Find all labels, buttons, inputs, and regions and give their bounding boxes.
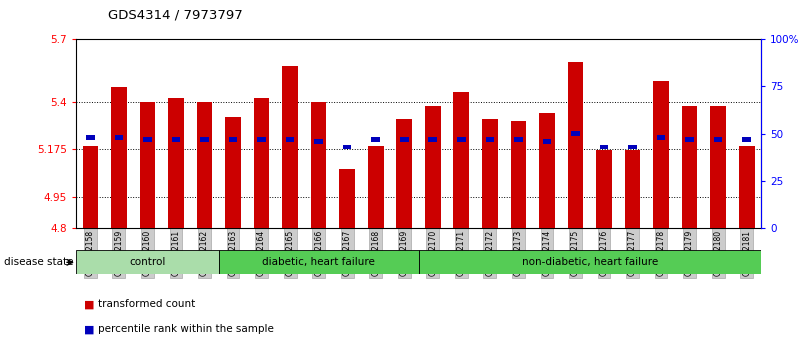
Bar [286,137,295,142]
Bar [542,139,551,143]
Bar [682,106,698,228]
Bar [200,137,209,142]
Bar [340,170,355,228]
Text: disease state: disease state [4,257,74,267]
Bar [219,250,418,274]
Bar [168,98,183,228]
Bar [311,102,327,228]
Bar [143,137,151,142]
Bar [115,135,123,140]
Bar [418,250,761,274]
Bar [485,137,494,142]
Bar [710,106,726,228]
Bar [568,62,583,228]
Bar [368,146,384,228]
Bar [539,113,555,228]
Bar [86,135,95,140]
Bar [510,121,526,228]
Text: GDS4314 / 7973797: GDS4314 / 7973797 [108,9,243,22]
Bar [372,137,380,142]
Bar [425,106,441,228]
Bar [343,144,352,149]
Text: ■: ■ [84,324,95,334]
Bar [229,137,237,142]
Bar [197,102,212,228]
Text: transformed count: transformed count [98,299,195,309]
Bar [514,137,523,142]
Text: diabetic, heart failure: diabetic, heart failure [262,257,375,267]
Text: ■: ■ [84,299,95,309]
Bar [628,144,637,149]
Bar [600,144,608,149]
Bar [657,135,666,140]
Bar [429,137,437,142]
Bar [596,150,612,228]
Bar [743,137,751,142]
Bar [457,137,465,142]
Text: control: control [129,257,166,267]
Bar [396,119,412,228]
Bar [76,250,219,274]
Bar [83,146,99,228]
Bar [654,81,669,228]
Bar [686,137,694,142]
Bar [400,137,409,142]
Bar [314,139,323,143]
Bar [625,150,640,228]
Text: non-diabetic, heart failure: non-diabetic, heart failure [521,257,658,267]
Bar [482,119,497,228]
Bar [257,137,266,142]
Bar [254,98,269,228]
Bar [139,102,155,228]
Bar [282,66,298,228]
Bar [111,87,127,228]
Bar [171,137,180,142]
Bar [739,146,755,228]
Bar [453,92,469,228]
Text: percentile rank within the sample: percentile rank within the sample [98,324,274,334]
Bar [225,117,241,228]
Bar [571,131,580,136]
Bar [714,137,723,142]
